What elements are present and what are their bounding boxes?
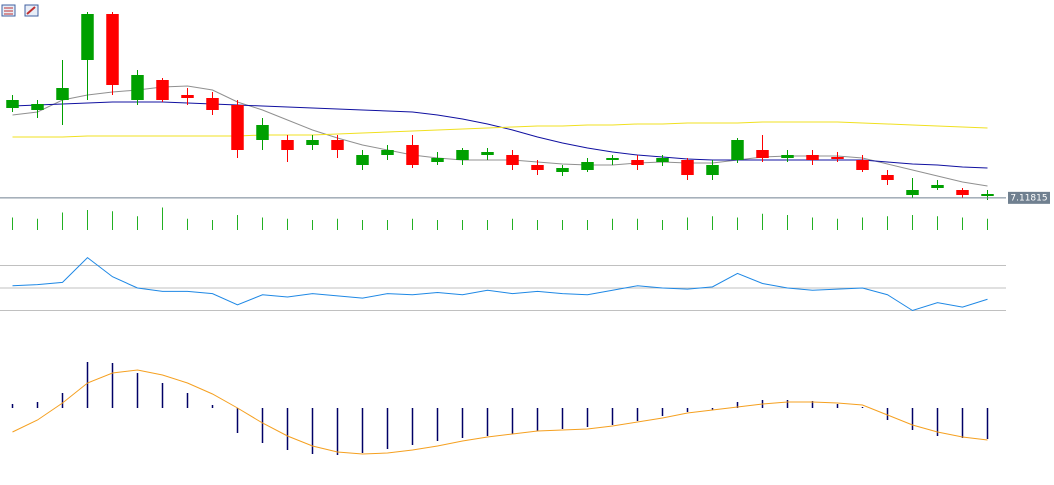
- candle-body: [206, 98, 219, 110]
- candle-body: [481, 152, 494, 155]
- candle-body: [306, 140, 319, 145]
- candle-body: [131, 75, 144, 100]
- candle-body: [881, 175, 894, 180]
- candle-body: [56, 88, 69, 100]
- candle-body: [406, 145, 419, 165]
- candle-body: [656, 158, 669, 162]
- candle-body: [781, 155, 794, 158]
- candle-body: [431, 158, 444, 162]
- candle-body: [556, 168, 569, 172]
- candle-body: [81, 14, 94, 60]
- candle-body: [606, 158, 619, 160]
- candle-body: [681, 160, 694, 175]
- toolbar-icons[interactable]: [1, 4, 39, 17]
- candle-body: [231, 105, 244, 150]
- candle-body: [331, 140, 344, 150]
- candle-body: [756, 150, 769, 158]
- candle-body: [856, 160, 869, 170]
- candle-body: [806, 155, 819, 160]
- candle-body: [906, 190, 919, 195]
- candle-body: [531, 165, 544, 170]
- candle-body: [156, 80, 169, 100]
- price-label: 7.11815: [1010, 193, 1047, 203]
- candle-body: [581, 162, 594, 170]
- candle-body: [181, 95, 194, 98]
- candle-body: [6, 100, 19, 108]
- candle-body: [956, 190, 969, 195]
- candle-body: [381, 150, 394, 155]
- candle-body: [731, 140, 744, 160]
- moving-average: [12, 121, 988, 138]
- rsi-line: [12, 256, 988, 312]
- candle-body: [356, 155, 369, 165]
- price-label-box: [1008, 191, 1050, 204]
- candle-body: [931, 185, 944, 188]
- signal-line: [12, 369, 988, 455]
- candle-body: [256, 125, 269, 140]
- candle-body: [31, 104, 44, 110]
- candle-body: [106, 14, 119, 85]
- candle-body: [981, 194, 994, 196]
- candle-body: [706, 165, 719, 175]
- moving-average: [12, 85, 988, 187]
- candle-body: [831, 157, 844, 159]
- candle-body: [281, 140, 294, 150]
- candle-body: [631, 160, 644, 165]
- candle-body: [506, 155, 519, 165]
- icon-line: [26, 6, 36, 15]
- candle-body: [456, 150, 469, 160]
